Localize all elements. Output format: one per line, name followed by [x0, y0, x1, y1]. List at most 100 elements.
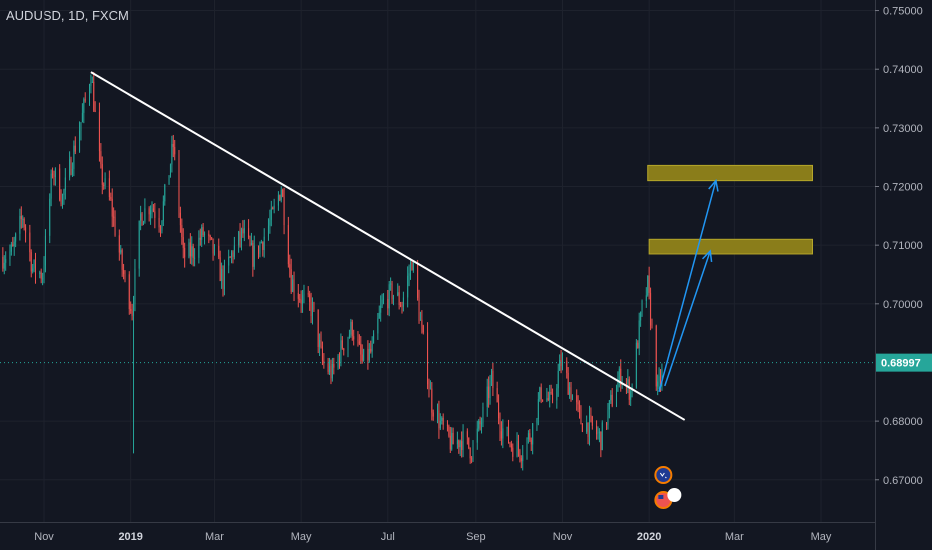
candle-body — [466, 431, 468, 438]
candle-body — [219, 257, 221, 281]
candle-body — [508, 427, 510, 443]
candle-body — [522, 455, 524, 462]
candle-body — [381, 299, 383, 306]
candle-body — [133, 304, 135, 316]
candle-body — [606, 422, 608, 426]
trendline[interactable] — [90, 71, 686, 421]
candle-body — [50, 173, 52, 199]
candle-body — [198, 237, 200, 258]
candle-body — [253, 245, 255, 267]
candle-body — [390, 283, 392, 285]
candle-body — [113, 216, 115, 218]
candle-body — [151, 208, 153, 211]
candle-body — [645, 295, 647, 301]
candle-body — [158, 217, 160, 228]
candle-body — [539, 387, 541, 400]
candle-body — [519, 450, 521, 459]
candle-body — [468, 437, 470, 448]
candle-body — [188, 242, 190, 258]
time-axis[interactable]: Nov 2019 Mar May Jul Sep Nov 2020 Mar May — [0, 522, 875, 550]
price-axis[interactable]: 0.75000 0.74000 0.73000 0.72000 0.71000 0.700… — [875, 0, 932, 550]
candle-body — [202, 227, 204, 235]
candle-body — [472, 442, 474, 460]
candle-body — [360, 343, 362, 355]
candle-body — [428, 384, 430, 389]
candle-body — [512, 447, 514, 457]
projection-arrow[interactable] — [664, 250, 711, 387]
candle-body — [272, 208, 274, 210]
candle-body — [610, 394, 612, 401]
candle-body — [520, 458, 522, 462]
candle-body — [411, 262, 413, 271]
candle-body — [100, 151, 102, 165]
candle-body — [580, 409, 582, 425]
candle-body — [94, 110, 96, 112]
time-tick-label: Jul — [381, 531, 395, 543]
candle-body — [498, 402, 500, 419]
candle-body — [81, 112, 83, 123]
candle-body — [142, 221, 144, 226]
candle-body — [164, 184, 166, 202]
candle-body — [377, 318, 379, 334]
candle-body — [79, 130, 81, 152]
event-flags-layer[interactable] — [654, 466, 682, 509]
candle-body — [267, 225, 269, 237]
candle-body — [567, 372, 569, 395]
candle-body — [228, 257, 230, 266]
candle-body — [33, 259, 35, 269]
candle-body — [601, 422, 603, 451]
candle-body — [348, 334, 350, 338]
time-tick-label: 2019 — [118, 531, 142, 543]
candle-body — [431, 388, 433, 413]
drawing-layer[interactable] — [90, 71, 814, 421]
candle-body — [488, 386, 490, 398]
candle-body — [98, 111, 100, 152]
candle-body — [347, 337, 349, 351]
candle-body — [456, 440, 458, 445]
candle-body — [307, 293, 309, 295]
candle-body — [121, 250, 123, 270]
candle-body — [547, 398, 549, 400]
projection-arrow[interactable] — [658, 180, 717, 392]
time-tick-label: Nov — [34, 531, 54, 543]
candle-body — [84, 99, 86, 101]
candle-body — [111, 198, 113, 217]
candle-body — [587, 422, 589, 437]
candle-body — [527, 433, 529, 440]
candle-body — [327, 363, 329, 372]
candle-body — [481, 423, 483, 425]
candle-body — [392, 295, 394, 300]
candle-body — [53, 174, 55, 178]
target-zone[interactable] — [647, 164, 814, 182]
candle-body — [540, 387, 542, 400]
candle-body — [570, 387, 572, 400]
candle-body — [438, 410, 440, 429]
candle-body — [546, 398, 548, 401]
event-count-badge[interactable] — [667, 488, 682, 502]
grid-layer — [0, 0, 875, 522]
candle-body — [279, 195, 281, 201]
flag-star-icon — [659, 472, 667, 479]
candle-body — [387, 299, 389, 309]
candle-body — [321, 346, 323, 362]
price-tick-label: 0.68000 — [883, 416, 923, 428]
candle-body — [199, 237, 201, 240]
candle-body — [233, 245, 235, 257]
candle-body — [103, 184, 105, 186]
candle-body — [566, 361, 568, 373]
candle-body — [161, 220, 163, 231]
candle-body — [571, 395, 573, 400]
candle-body — [154, 211, 156, 218]
price-tick-label: 0.71000 — [883, 240, 923, 252]
candle-body — [263, 236, 265, 250]
candle-body — [400, 305, 402, 307]
target-zone[interactable] — [648, 238, 813, 255]
current-price-label: 0.68997 — [881, 358, 921, 370]
candle-body — [461, 441, 463, 450]
candle-body — [297, 293, 299, 299]
candle-body — [620, 368, 622, 386]
candle-body — [35, 259, 37, 274]
candle-body — [287, 225, 289, 265]
price-tick-label: 0.70000 — [883, 299, 923, 311]
